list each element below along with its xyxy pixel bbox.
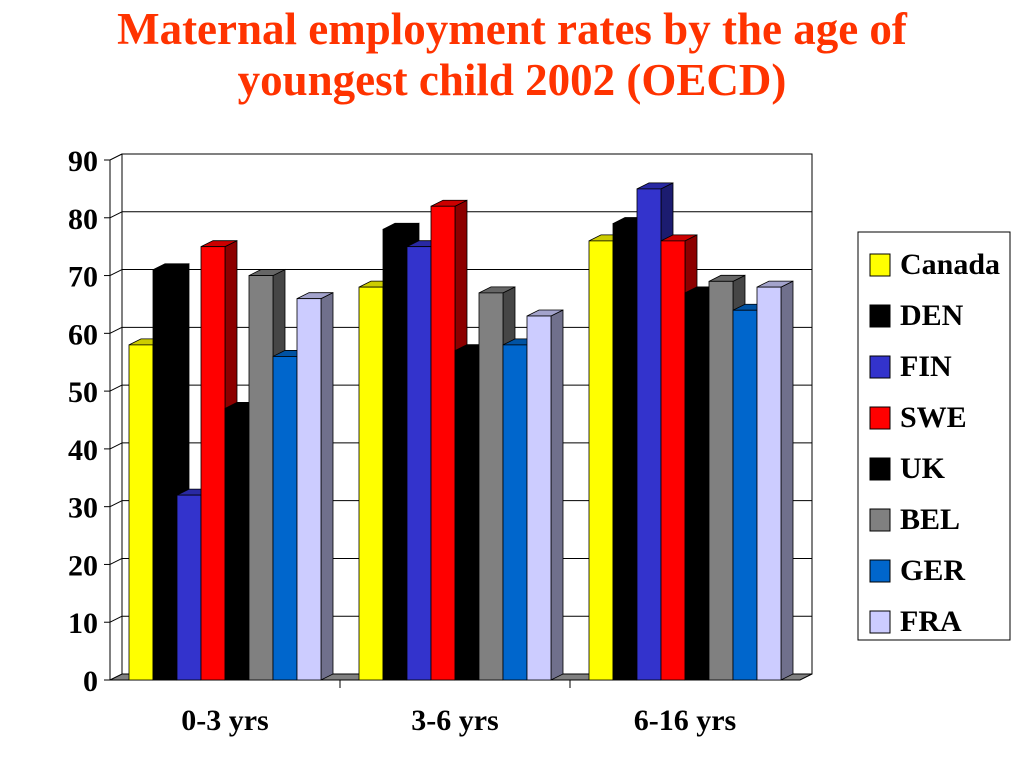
gridline-side (109, 442, 123, 450)
legend-swatch-uk (869, 457, 891, 481)
legend-swatch-fra (869, 610, 891, 634)
legend-swatch-canada (869, 253, 891, 277)
title-line-1: Maternal employment rates by the age of (117, 4, 907, 54)
bar-front (152, 269, 178, 681)
bar-front (176, 494, 202, 681)
legend-label-ger: GER (900, 554, 965, 587)
y-tick-label: 80 (68, 203, 98, 236)
chart-title: Maternal employment rates by the age of … (0, 4, 1024, 106)
legend-swatch-den (869, 304, 891, 328)
y-tick-label: 30 (68, 492, 98, 525)
bar-front (272, 356, 298, 681)
y-tick-label: 50 (68, 376, 98, 409)
gridline-side (109, 211, 123, 219)
bar-front (660, 240, 686, 681)
bar-front (200, 246, 226, 681)
bar-front (296, 298, 322, 681)
bar-front (636, 188, 662, 681)
gridline-side (109, 557, 123, 565)
gridline-side (109, 384, 123, 392)
bar-front (684, 292, 710, 681)
y-tick-label: 10 (68, 607, 98, 640)
bar-front (454, 350, 480, 681)
bar-front (612, 223, 638, 681)
x-category-label: 6-16 yrs (634, 704, 736, 737)
legend-label-bel: BEL (900, 503, 960, 536)
bar-front (708, 280, 734, 681)
y-tick-label: 70 (68, 261, 98, 294)
bar-front (248, 275, 274, 681)
x-category-label: 0-3 yrs (181, 704, 268, 737)
y-tick-label: 90 (68, 145, 98, 178)
legend-label-uk: UK (900, 452, 946, 485)
gridline-side (109, 269, 123, 277)
gridline-side (109, 153, 123, 161)
bar-fra-3-6yrs (526, 309, 564, 681)
legend-swatch-swe (869, 406, 891, 430)
legend-label-den: DEN (900, 299, 964, 332)
legend-swatch-bel (869, 508, 891, 532)
bar-front (756, 286, 782, 681)
y-tick-label: 0 (83, 665, 98, 698)
y-tick-label: 40 (68, 434, 98, 467)
legend-label-canada: Canada (900, 248, 1000, 281)
bar-front (732, 309, 758, 681)
bar-fra-0-3yrs (296, 292, 334, 681)
x-category-label: 3-6 yrs (411, 704, 498, 737)
legend-swatch-fin (869, 355, 891, 379)
bar-side (780, 280, 794, 681)
bar-front (128, 344, 154, 681)
bar-front (526, 315, 552, 681)
legend-label-swe: SWE (900, 401, 967, 434)
gridline-side (109, 500, 123, 508)
bar-front (430, 205, 456, 681)
legend-swatch-ger (869, 559, 891, 583)
gridline-side (109, 326, 123, 334)
bar-front (382, 228, 408, 681)
bar-fra-6-16yrs (756, 280, 794, 681)
bar-front (224, 408, 250, 681)
gridline-side (109, 615, 123, 623)
bar-side (320, 292, 334, 681)
bar-front (478, 292, 504, 681)
bar-side (550, 309, 564, 681)
bar-front (406, 246, 432, 681)
bar-front (502, 344, 528, 681)
legend-label-fin: FIN (900, 350, 952, 383)
legend-label-fra: FRA (900, 605, 962, 638)
title-line-2: youngest child 2002 (OECD) (237, 55, 787, 105)
bar-front (588, 240, 614, 681)
y-tick-label: 60 (68, 318, 98, 351)
y-tick-label: 20 (68, 549, 98, 582)
bar-front (358, 286, 384, 681)
